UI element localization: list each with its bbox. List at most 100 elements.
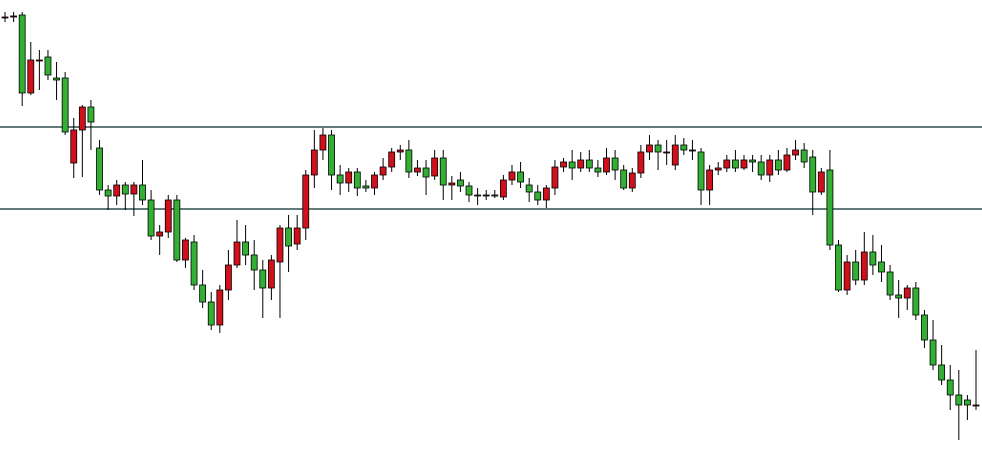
candle-body bbox=[457, 179, 464, 187]
candle-body bbox=[886, 271, 894, 296]
candle-body bbox=[104, 189, 112, 197]
candle-body bbox=[439, 157, 447, 186]
candle-body bbox=[921, 314, 928, 341]
candle-body bbox=[44, 56, 52, 76]
candle-body bbox=[620, 169, 628, 189]
candle-body bbox=[10, 15, 17, 18]
candle-body bbox=[860, 251, 868, 281]
candle-body bbox=[173, 199, 181, 261]
candle-body bbox=[422, 167, 430, 178]
candle-body bbox=[792, 149, 799, 156]
candle-body bbox=[749, 159, 756, 163]
candle-body bbox=[388, 151, 396, 168]
candle-body bbox=[78, 106, 86, 131]
candle-body bbox=[27, 59, 35, 94]
candle-body bbox=[474, 194, 482, 197]
candle-body bbox=[517, 171, 524, 183]
candle-body bbox=[800, 149, 808, 163]
candle-body bbox=[723, 159, 731, 169]
candle-body bbox=[491, 194, 499, 197]
candle-body bbox=[869, 251, 877, 266]
candle-body bbox=[285, 227, 292, 247]
candle-body bbox=[233, 241, 241, 266]
candle-body bbox=[740, 159, 748, 169]
candle-body bbox=[946, 379, 954, 396]
candle-body bbox=[706, 169, 714, 191]
candle-body bbox=[628, 172, 636, 189]
candle-body bbox=[972, 404, 980, 407]
candle-body bbox=[568, 161, 576, 169]
candle-body bbox=[689, 149, 696, 152]
candle-body bbox=[207, 301, 215, 326]
candle-body bbox=[362, 185, 370, 189]
candle-body bbox=[611, 157, 619, 171]
candle-body bbox=[955, 394, 963, 406]
candle-body bbox=[680, 144, 688, 151]
candle-body bbox=[766, 159, 774, 176]
candle-body bbox=[61, 77, 69, 133]
candle-body bbox=[242, 241, 250, 256]
candle-body bbox=[499, 179, 507, 198]
candle-body bbox=[53, 77, 60, 81]
candle-body bbox=[199, 284, 207, 303]
candle-body bbox=[396, 149, 404, 153]
candle-body bbox=[225, 264, 232, 291]
candle-body bbox=[267, 259, 275, 289]
candle-body bbox=[817, 171, 825, 193]
candle-body bbox=[156, 231, 164, 237]
candle-body bbox=[938, 364, 946, 381]
candle-body bbox=[895, 294, 903, 299]
candle-body bbox=[113, 184, 121, 197]
candle-body bbox=[697, 151, 705, 191]
candle-body bbox=[774, 159, 782, 171]
candle-body bbox=[594, 167, 602, 173]
candle-body bbox=[353, 171, 361, 189]
candle-body bbox=[414, 167, 421, 173]
candle-body bbox=[843, 261, 851, 291]
candle-body bbox=[637, 151, 645, 174]
candle-body bbox=[465, 185, 473, 196]
candle-body bbox=[345, 171, 353, 184]
candle-body bbox=[826, 169, 834, 246]
candle-body bbox=[336, 174, 344, 184]
candle-body bbox=[448, 182, 456, 186]
candle-body bbox=[654, 144, 662, 153]
candle-body bbox=[87, 106, 95, 123]
candle-body bbox=[551, 166, 559, 189]
candle-body bbox=[379, 166, 387, 176]
candle-body bbox=[371, 174, 378, 189]
candle-body bbox=[852, 261, 860, 281]
candle-body bbox=[328, 134, 335, 176]
candle-body bbox=[147, 199, 155, 237]
candle-body bbox=[577, 159, 585, 169]
candle-body bbox=[276, 227, 284, 263]
candle-body bbox=[121, 184, 129, 195]
candle-body bbox=[216, 289, 224, 326]
candle-body bbox=[714, 167, 722, 171]
candle-body bbox=[534, 191, 542, 201]
candle-body bbox=[903, 287, 911, 299]
candle-body bbox=[431, 157, 439, 177]
candle-body bbox=[164, 199, 172, 233]
candle-body bbox=[405, 149, 413, 173]
candle-body bbox=[508, 171, 516, 181]
candle-body bbox=[835, 244, 842, 291]
candle-body bbox=[783, 154, 791, 171]
candle-body bbox=[130, 184, 138, 195]
candle-body bbox=[310, 149, 318, 176]
candle-body bbox=[809, 156, 817, 193]
candle-body bbox=[560, 161, 567, 168]
candle-body bbox=[70, 129, 78, 164]
candle-body bbox=[757, 161, 765, 176]
candle-body bbox=[671, 144, 679, 166]
candle-body bbox=[878, 261, 885, 273]
candle-body bbox=[964, 399, 971, 406]
candle-body bbox=[585, 159, 593, 169]
candle-body bbox=[293, 227, 301, 245]
candle-body bbox=[663, 151, 671, 154]
candle-body bbox=[18, 14, 26, 94]
candle-body bbox=[302, 174, 310, 229]
candle-body bbox=[542, 187, 550, 201]
candle-body bbox=[731, 159, 739, 169]
